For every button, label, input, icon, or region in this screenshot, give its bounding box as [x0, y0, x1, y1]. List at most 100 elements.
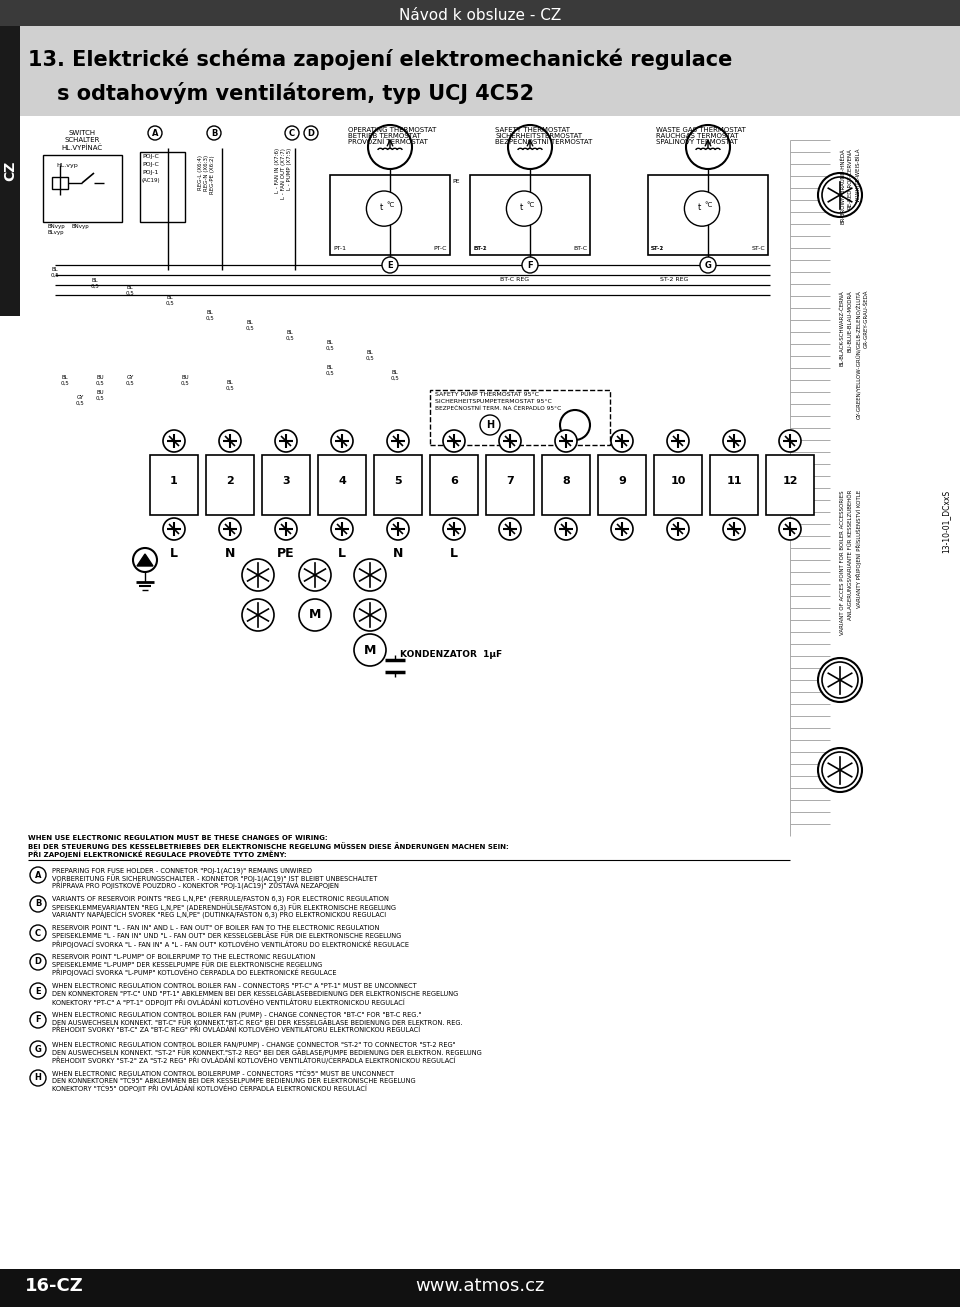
- Circle shape: [667, 518, 689, 540]
- Text: PE: PE: [277, 548, 295, 559]
- Circle shape: [499, 518, 521, 540]
- Text: REG-N (X6:3): REG-N (X6:3): [204, 156, 209, 191]
- Text: BEI DER STEUERUNG DES KESSELBETRIEBES DER ELEKTRONISCHE REGELUNG MÜSSEN DIESE ÄN: BEI DER STEUERUNG DES KESSELBETRIEBES DE…: [28, 843, 509, 850]
- Text: WASTE GAS THERMOSTAT: WASTE GAS THERMOSTAT: [656, 127, 746, 133]
- Text: SAFETY PUMP THERMOSTAT 95°C: SAFETY PUMP THERMOSTAT 95°C: [435, 392, 539, 397]
- Text: 4: 4: [338, 476, 346, 486]
- Bar: [140, 152, 185, 222]
- Text: 10: 10: [670, 476, 685, 486]
- Circle shape: [700, 257, 716, 273]
- Circle shape: [555, 430, 577, 452]
- Text: Návod k obsluze - CZ: Návod k obsluze - CZ: [398, 8, 562, 22]
- Bar: [0, 1269, 960, 1307]
- Text: BLvyp: BLvyp: [48, 230, 64, 235]
- Text: WHEN ELECTRONIC REGULATION CONTROL BOILER FAN/PUMP) - CHANGE CONNECTOR "ST-2" TO: WHEN ELECTRONIC REGULATION CONTROL BOILE…: [52, 1040, 456, 1047]
- Text: D: D: [35, 958, 41, 966]
- Text: ST-1: ST-1: [651, 246, 664, 251]
- Text: L: L: [450, 548, 458, 559]
- Text: WHEN ELECTRONIC REGULATION CONTROL BOILER FAN - CONNECTORS "PT-C" A "PT-1" MUST : WHEN ELECTRONIC REGULATION CONTROL BOILE…: [52, 983, 417, 989]
- Bar: [598, 455, 646, 515]
- Text: REG-L (X6:4): REG-L (X6:4): [198, 156, 203, 190]
- Circle shape: [275, 518, 297, 540]
- Text: 9: 9: [618, 476, 626, 486]
- Text: BL
0,5: BL 0,5: [226, 380, 234, 391]
- Text: 8: 8: [563, 476, 570, 486]
- Text: E: E: [387, 260, 393, 269]
- Text: HL.VYPÍNAČ: HL.VYPÍNAČ: [61, 144, 103, 150]
- Text: BL
0,5: BL 0,5: [205, 310, 214, 320]
- Circle shape: [148, 125, 162, 140]
- Text: WHEN ELECTRONIC REGULATION CONTROL BOILERPUMP - CONNECTORS "TČ95" MUST BE UNCONN: WHEN ELECTRONIC REGULATION CONTROL BOILE…: [52, 1070, 395, 1077]
- Text: BL-BLACK-SCHWARZ-ČERNÁ: BL-BLACK-SCHWARZ-ČERNÁ: [840, 290, 845, 366]
- Text: PREPARING FOR FUSE HOLDER - CONNETOR "POJ-1(AC19)" REMAINS UNWIRED: PREPARING FOR FUSE HOLDER - CONNETOR "PO…: [52, 867, 312, 873]
- Text: DEN AUSWECHSELN KONNEKT. "BT-C" FÜR KONNEKT."BT-C REG" BEI DER KESSELGÄBLASE BED: DEN AUSWECHSELN KONNEKT. "BT-C" FÜR KONN…: [52, 1019, 463, 1026]
- Circle shape: [368, 125, 412, 169]
- Text: B: B: [35, 899, 41, 908]
- Bar: [430, 455, 478, 515]
- Circle shape: [367, 191, 401, 226]
- Circle shape: [822, 752, 858, 788]
- Text: KONDENZATOR  1μF: KONDENZATOR 1μF: [400, 650, 502, 659]
- Text: POJ-1: POJ-1: [142, 170, 158, 175]
- Circle shape: [480, 416, 500, 435]
- Circle shape: [30, 867, 46, 884]
- Circle shape: [522, 257, 538, 273]
- Text: PŘIPOJOVACÍ SVORKA "L-PUMP" KOTLOVÉHO ČERPADLA DO ELEKTRONICKÉ REGULACE: PŘIPOJOVACÍ SVORKA "L-PUMP" KOTLOVÉHO ČE…: [52, 968, 337, 976]
- Circle shape: [611, 518, 633, 540]
- Text: ST-2: ST-2: [651, 246, 664, 251]
- Text: GR-GREY-GRAU-ŠEDÁ: GR-GREY-GRAU-ŠEDÁ: [864, 290, 869, 349]
- Circle shape: [30, 983, 46, 999]
- Circle shape: [779, 430, 801, 452]
- Circle shape: [242, 559, 274, 591]
- Text: L: L: [170, 548, 178, 559]
- Circle shape: [555, 518, 577, 540]
- Text: SICHERHEITSPUMPETERMOSTAT 95°C: SICHERHEITSPUMPETERMOSTAT 95°C: [435, 399, 552, 404]
- Text: www.atmos.cz: www.atmos.cz: [416, 1277, 544, 1295]
- Text: 3: 3: [282, 476, 290, 486]
- Bar: [486, 455, 534, 515]
- Text: KONEKTORY "PT-C" A "PT-1" ODPOJIT PŘI OVLÁDÁNÍ KOTLOVÉHO VENTILÁTORU ELEKTRONICK: KONEKTORY "PT-C" A "PT-1" ODPOJIT PŘI OV…: [52, 999, 405, 1005]
- Text: SCHALTER: SCHALTER: [64, 137, 100, 142]
- Circle shape: [299, 559, 331, 591]
- Text: VARIANT OF ACCES POINT FOR BOILER ACCESSORIES: VARIANT OF ACCES POINT FOR BOILER ACCESS…: [840, 490, 845, 635]
- Circle shape: [382, 257, 398, 273]
- Text: ST-C: ST-C: [752, 246, 765, 251]
- Text: SWITCH: SWITCH: [68, 129, 96, 136]
- Circle shape: [818, 173, 862, 217]
- Text: VARIANTY NAPÁJECÍCH SVOREK "REG L,N,PE" (DUTINKA/FASTON 6,3) PRO ELEKTRONICKOU R: VARIANTY NAPÁJECÍCH SVOREK "REG L,N,PE" …: [52, 911, 386, 919]
- Text: PŘEHODIT SVORKY "BT-C" ZA "BT-C REG" PŘI OVLÁDÁNÍ KOTLOVÉHO VENTILÁTORU ELEKTRON: PŘEHODIT SVORKY "BT-C" ZA "BT-C REG" PŘI…: [52, 1027, 420, 1034]
- Text: PT-1: PT-1: [333, 246, 346, 251]
- Text: BNvyp: BNvyp: [48, 223, 65, 229]
- Text: OPERATING THERMOSTAT: OPERATING THERMOSTAT: [348, 127, 437, 133]
- Text: WHEN ELECTRONIC REGULATION CONTROL BOILER FAN (PUMP) - CHANGE CONNECTOR "BT-C" F: WHEN ELECTRONIC REGULATION CONTROL BOILE…: [52, 1012, 421, 1018]
- Text: t: t: [380, 203, 383, 212]
- Text: G: G: [705, 260, 711, 269]
- Text: BL
0,5: BL 0,5: [246, 320, 254, 331]
- Bar: [542, 455, 590, 515]
- Text: SICHERHEITSTERMOSTAT: SICHERHEITSTERMOSTAT: [495, 133, 582, 139]
- Text: VARIANTY PŘIPOJENÍ PŘÍSLUŠENSTVÍ KOTLE: VARIANTY PŘIPOJENÍ PŘÍSLUŠENSTVÍ KOTLE: [856, 490, 862, 608]
- Text: s odtahovým ventilátorem, typ UCJ 4C52: s odtahovým ventilátorem, typ UCJ 4C52: [28, 82, 534, 105]
- Text: PŘIPOJOVACÍ SVORKA "L - FAN IN" A "L - FAN OUT" KOTLOVÉHO VENTILÁTORU DO ELEKTRO: PŘIPOJOVACÍ SVORKA "L - FAN IN" A "L - F…: [52, 940, 409, 948]
- Text: 5: 5: [395, 476, 402, 486]
- Circle shape: [443, 430, 465, 452]
- Bar: [374, 455, 422, 515]
- Circle shape: [443, 518, 465, 540]
- Circle shape: [285, 125, 299, 140]
- Text: BEZPEČNOSTNÍ TERM. NA ČERPADLO 95°C: BEZPEČNOSTNÍ TERM. NA ČERPADLO 95°C: [435, 406, 562, 410]
- Circle shape: [242, 599, 274, 631]
- Circle shape: [779, 518, 801, 540]
- Text: POJ-C: POJ-C: [142, 154, 158, 159]
- Circle shape: [723, 430, 745, 452]
- Text: VORBEREITUNG FÜR SICHERUNGSCHALTER - KONNETOR "POJ-1(AC19)" IST BLEIBT UNBESCHAL: VORBEREITUNG FÜR SICHERUNGSCHALTER - KON…: [52, 874, 377, 882]
- Text: BL
0,5: BL 0,5: [325, 340, 334, 350]
- Circle shape: [499, 430, 521, 452]
- Circle shape: [508, 125, 552, 169]
- Text: C: C: [289, 128, 295, 137]
- Text: SAFETY THERMOSTAT: SAFETY THERMOSTAT: [495, 127, 570, 133]
- Text: DEN KONNEKTOREN "PT-C" UND "PT-1" ABKLEMMEN BEI DER KESSELGÄBLASEBEDIENUNG DER E: DEN KONNEKTOREN "PT-C" UND "PT-1" ABKLEM…: [52, 991, 458, 997]
- Circle shape: [507, 191, 541, 226]
- Circle shape: [331, 518, 353, 540]
- Bar: [206, 455, 254, 515]
- Text: BL
0,5: BL 0,5: [126, 285, 134, 295]
